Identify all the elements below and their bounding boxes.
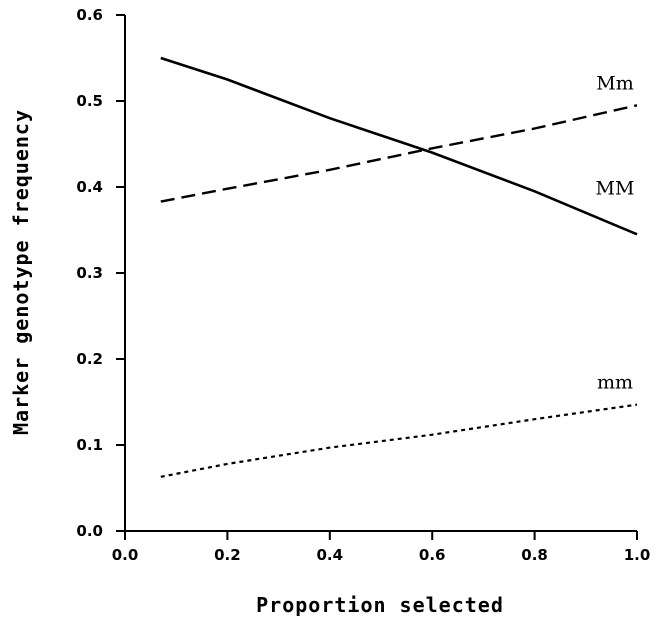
y-tick-label: 0.0 bbox=[76, 522, 103, 540]
y-tick-label: 0.1 bbox=[76, 436, 103, 454]
x-tick-label: 0.0 bbox=[112, 546, 139, 564]
x-axis-title: Proportion selected bbox=[256, 593, 504, 617]
y-axis-title: Marker genotype frequency bbox=[9, 109, 33, 435]
x-tick-label: 0.8 bbox=[521, 546, 548, 564]
ticks: 0.0 0.2 0.4 0.6 0.8 1.0 0.0 0.1 0.2 0.3 0.4 0.5 0.6 bbox=[76, 6, 650, 564]
series-label-mm: Mm bbox=[596, 72, 633, 94]
y-tick-label: 0.3 bbox=[76, 264, 103, 282]
series-label-mm: MM bbox=[596, 177, 635, 199]
x-tick-label: 0.6 bbox=[419, 546, 446, 564]
y-tick-label: 0.5 bbox=[76, 92, 103, 110]
series-line-mm bbox=[160, 403, 638, 478]
series-group bbox=[160, 56, 638, 478]
x-tick-label: 0.4 bbox=[317, 546, 344, 564]
x-tick-label: 1.0 bbox=[624, 546, 651, 564]
y-tick-label: 0.4 bbox=[76, 178, 103, 196]
y-tick-label: 0.2 bbox=[76, 350, 103, 368]
y-tick-label: 0.6 bbox=[76, 6, 103, 24]
series-line-mm bbox=[160, 104, 638, 203]
series-labels: MM Mm mm bbox=[596, 72, 635, 393]
axes bbox=[124, 15, 637, 532]
series-line-mm bbox=[160, 56, 638, 236]
x-tick-label: 0.2 bbox=[214, 546, 241, 564]
series-label-mm: mm bbox=[597, 372, 633, 394]
